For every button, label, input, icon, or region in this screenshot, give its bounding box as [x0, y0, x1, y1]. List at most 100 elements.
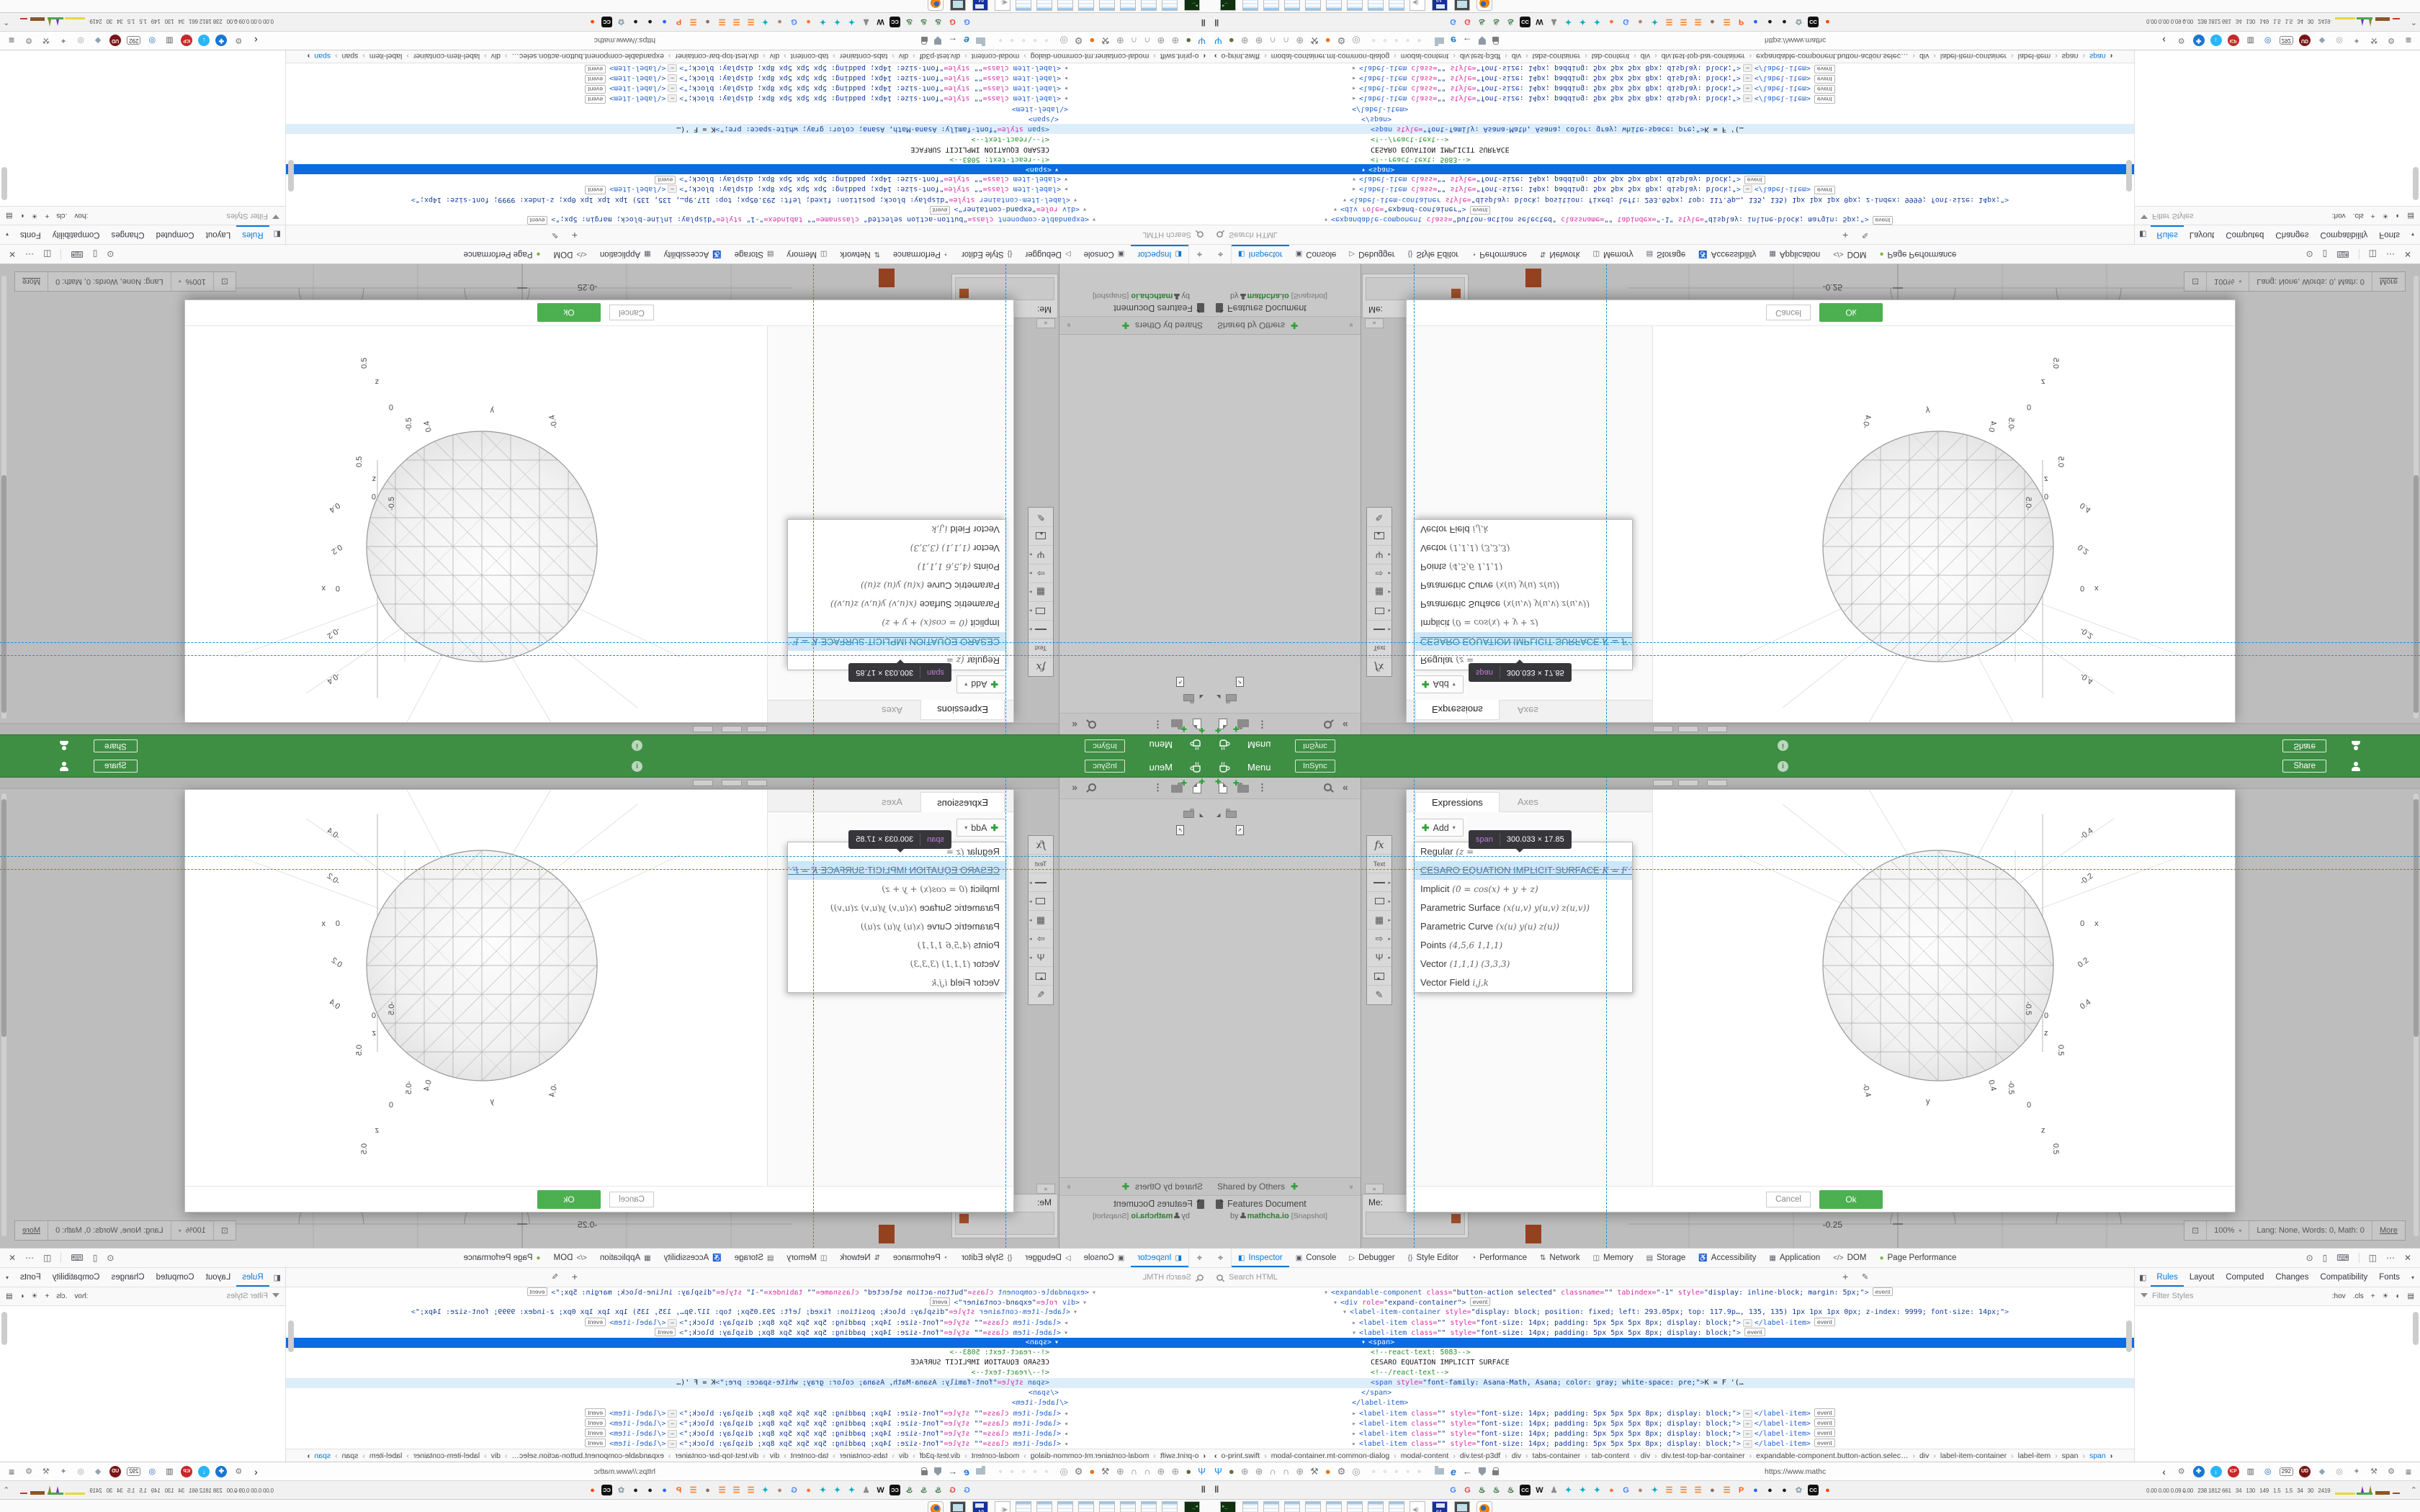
devtools-tab-page-performance[interactable]: ● Page Performance	[1873, 245, 1963, 264]
add-rule-icon[interactable]: +	[571, 230, 578, 241]
tab-favicon[interactable]: P	[676, 1485, 682, 1495]
devtools-tab-debugger[interactable]: ▷ Debugger	[1343, 245, 1401, 264]
markup-scrollbar[interactable]	[2126, 1320, 2132, 1352]
rules-option-icon[interactable]: :hov	[2331, 1292, 2346, 1300]
tab-favicon[interactable]: ☰	[1665, 1486, 1673, 1495]
expand-arrow-icon[interactable]: ▾	[1063, 175, 1068, 183]
tab-favicon[interactable]: ✦	[1579, 1486, 1587, 1495]
extension-icon[interactable]: ●	[1228, 35, 1234, 46]
add-shared-icon[interactable]: ✚	[1291, 1182, 1299, 1192]
devtools-tool-icon[interactable]: ▯	[92, 249, 98, 259]
devtools-tool-icon[interactable]: ▯	[92, 1253, 98, 1263]
rules-tab-changes[interactable]: Changes	[111, 1273, 145, 1282]
tab-favicon[interactable]: P	[676, 17, 682, 27]
chevron-up-icon[interactable]: ⌃	[3, 17, 10, 26]
tab-favicon[interactable]: ✦	[1564, 17, 1572, 26]
tree-expander-icon[interactable]: ◢	[1216, 694, 1221, 699]
toolbar-box[interactable]	[722, 726, 742, 732]
markup-row[interactable]: ▸<label-item class="" style="font-size: …	[286, 1439, 1210, 1449]
taskbar-note-icon[interactable]	[1099, 1501, 1115, 1512]
taskbar-note-icon[interactable]	[1305, 0, 1321, 11]
markup-row[interactable]: ▸<label-item class="" style="font-size: …	[286, 1428, 1210, 1439]
devtools-tab-debugger[interactable]: ▷ Debugger	[1343, 1248, 1401, 1267]
devtools-tab-storage[interactable]: ▤ Storage	[1640, 245, 1693, 264]
expand-arrow-icon[interactable]: ▸	[1063, 94, 1068, 102]
tab-favicon[interactable]: ♨	[1507, 17, 1515, 26]
rules-tab-changes[interactable]: Changes	[2275, 1273, 2309, 1282]
collapsed-content-pill[interactable]: ⋯	[1742, 94, 1752, 102]
toolbar-icon[interactable]: ◆	[2318, 1467, 2326, 1476]
collapsed-content-pill[interactable]: ⋯	[1742, 84, 1752, 92]
markup-scrollbar[interactable]	[288, 160, 294, 192]
tab-expressions[interactable]: Expressions	[1415, 700, 1500, 720]
event-badge[interactable]: event	[526, 1287, 548, 1296]
tab-axes[interactable]: Axes	[882, 796, 902, 807]
taskbar-note-icon[interactable]	[1057, 1501, 1073, 1512]
taskbar-note-icon[interactable]	[1016, 0, 1031, 11]
tab-favicon[interactable]: ♟	[862, 17, 870, 26]
author-name[interactable]: mathcha.io	[1131, 292, 1173, 300]
breadcrumb-item[interactable]: modal-container.mt-common-dialog	[1270, 52, 1390, 61]
collapsed-content-pill[interactable]: ⋯	[1742, 1319, 1752, 1327]
dropdown-item[interactable]: Parametric Surface (x(u,v) y(u,v) z(u,v)…	[788, 595, 1005, 613]
rules-tab-compatibility[interactable]: Compatibility	[52, 230, 100, 239]
zoom-select[interactable]: 100% ▾	[2207, 1221, 2250, 1240]
devtools-tab-console[interactable]: ▣ Console	[1289, 245, 1343, 264]
palette-pencil-tool[interactable]: ✎	[1028, 508, 1053, 526]
tab-favicon[interactable]: ●	[705, 1485, 710, 1495]
collapsed-content-pill[interactable]: ⋯	[1742, 1420, 1752, 1428]
rules-option-icon[interactable]: ▤	[2407, 1292, 2414, 1300]
taskbar-terminal-icon[interactable]	[1184, 0, 1200, 11]
breadcrumb-item[interactable]: tabs-container	[839, 52, 888, 61]
devtools-tool-icon[interactable]: ⌨	[71, 1253, 84, 1263]
author-name[interactable]: mathcha.io	[1247, 1212, 1289, 1220]
share-button[interactable]: Share	[2282, 760, 2326, 773]
extension-icon[interactable]: ⊕	[1116, 1465, 1124, 1477]
devtools-tab-storage[interactable]: ▤ Storage	[728, 1248, 781, 1267]
toolbar-icon[interactable]: ✦	[2353, 36, 2360, 45]
markup-row[interactable]: ▾<span>	[1210, 164, 2134, 174]
toolbar-icon[interactable]: ◎	[77, 36, 84, 45]
markup-row[interactable]: <span style="font-family: Asana-Math, As…	[1210, 1378, 2134, 1388]
rules-tab-layout[interactable]: Layout	[2189, 1273, 2215, 1282]
shared-by-others-header[interactable]: Shared by Others✚ »	[1059, 316, 1210, 335]
palette-line-tool[interactable]: ▸	[1028, 873, 1053, 892]
toolbar-icon[interactable]: ◎	[77, 1467, 84, 1476]
event-badge[interactable]: event	[585, 186, 606, 194]
tab-favicon[interactable]: ●	[647, 1485, 653, 1495]
breadcrumb-item[interactable]: div	[1640, 52, 1651, 61]
tab-favicon[interactable]: ●	[1825, 1485, 1830, 1495]
toolbar-box[interactable]	[1653, 726, 1673, 732]
new-folder-icon[interactable]: ✚	[1171, 780, 1187, 793]
rules-option-icon[interactable]: :hov	[2331, 212, 2346, 220]
markup-row[interactable]: ▾<expandable-component class="button-act…	[286, 1287, 1210, 1297]
devtools-tab-inspector[interactable]: ◧ Inspector	[1131, 245, 1188, 264]
taskbar-note-icon[interactable]	[1326, 0, 1342, 11]
breadcrumb-item[interactable]: div	[1640, 1451, 1651, 1460]
devtools-tool-icon[interactable]: ⌨	[71, 249, 84, 259]
shared-by-others-header[interactable]: Shared by Others✚ »	[1210, 1177, 1361, 1196]
breadcrumb-item[interactable]: span	[341, 1451, 359, 1460]
breadcrumb-item[interactable]: tabs-container	[839, 1451, 888, 1460]
extension-icon[interactable]: ∩	[1130, 35, 1138, 46]
event-badge[interactable]: event	[1469, 1297, 1491, 1306]
chevron-up-icon[interactable]: ⌃	[2410, 17, 2417, 26]
extension-icon[interactable]: ●	[1089, 35, 1095, 46]
rules-tab-computed[interactable]: Computed	[156, 230, 194, 239]
breadcrumb-item[interactable]: div	[898, 52, 909, 61]
tab-favicon[interactable]: ✦	[1593, 1486, 1601, 1495]
filter-styles-input[interactable]: Filter Styles	[226, 212, 268, 220]
toolbar-icon[interactable]: ✦	[2353, 1467, 2360, 1476]
taskbar-note-icon[interactable]	[1305, 1501, 1321, 1512]
tab-expressions[interactable]: Expressions	[1415, 792, 1500, 812]
rules-option-icon[interactable]: ▤	[6, 212, 13, 220]
cancel-button[interactable]: Cancel	[609, 1192, 654, 1207]
extension-icon[interactable]: Ψ	[1214, 1466, 1222, 1477]
toolbar-box[interactable]	[1678, 726, 1698, 732]
markup-row[interactable]: ▸<label-item class="" style="font-size: …	[1210, 1428, 2134, 1439]
event-badge[interactable]: event	[1744, 176, 1765, 184]
event-badge[interactable]: event	[1814, 1408, 1835, 1417]
expand-arrow-icon[interactable]: ▾	[1324, 215, 1329, 223]
expand-arrow-icon[interactable]: ▸	[1063, 1319, 1068, 1327]
